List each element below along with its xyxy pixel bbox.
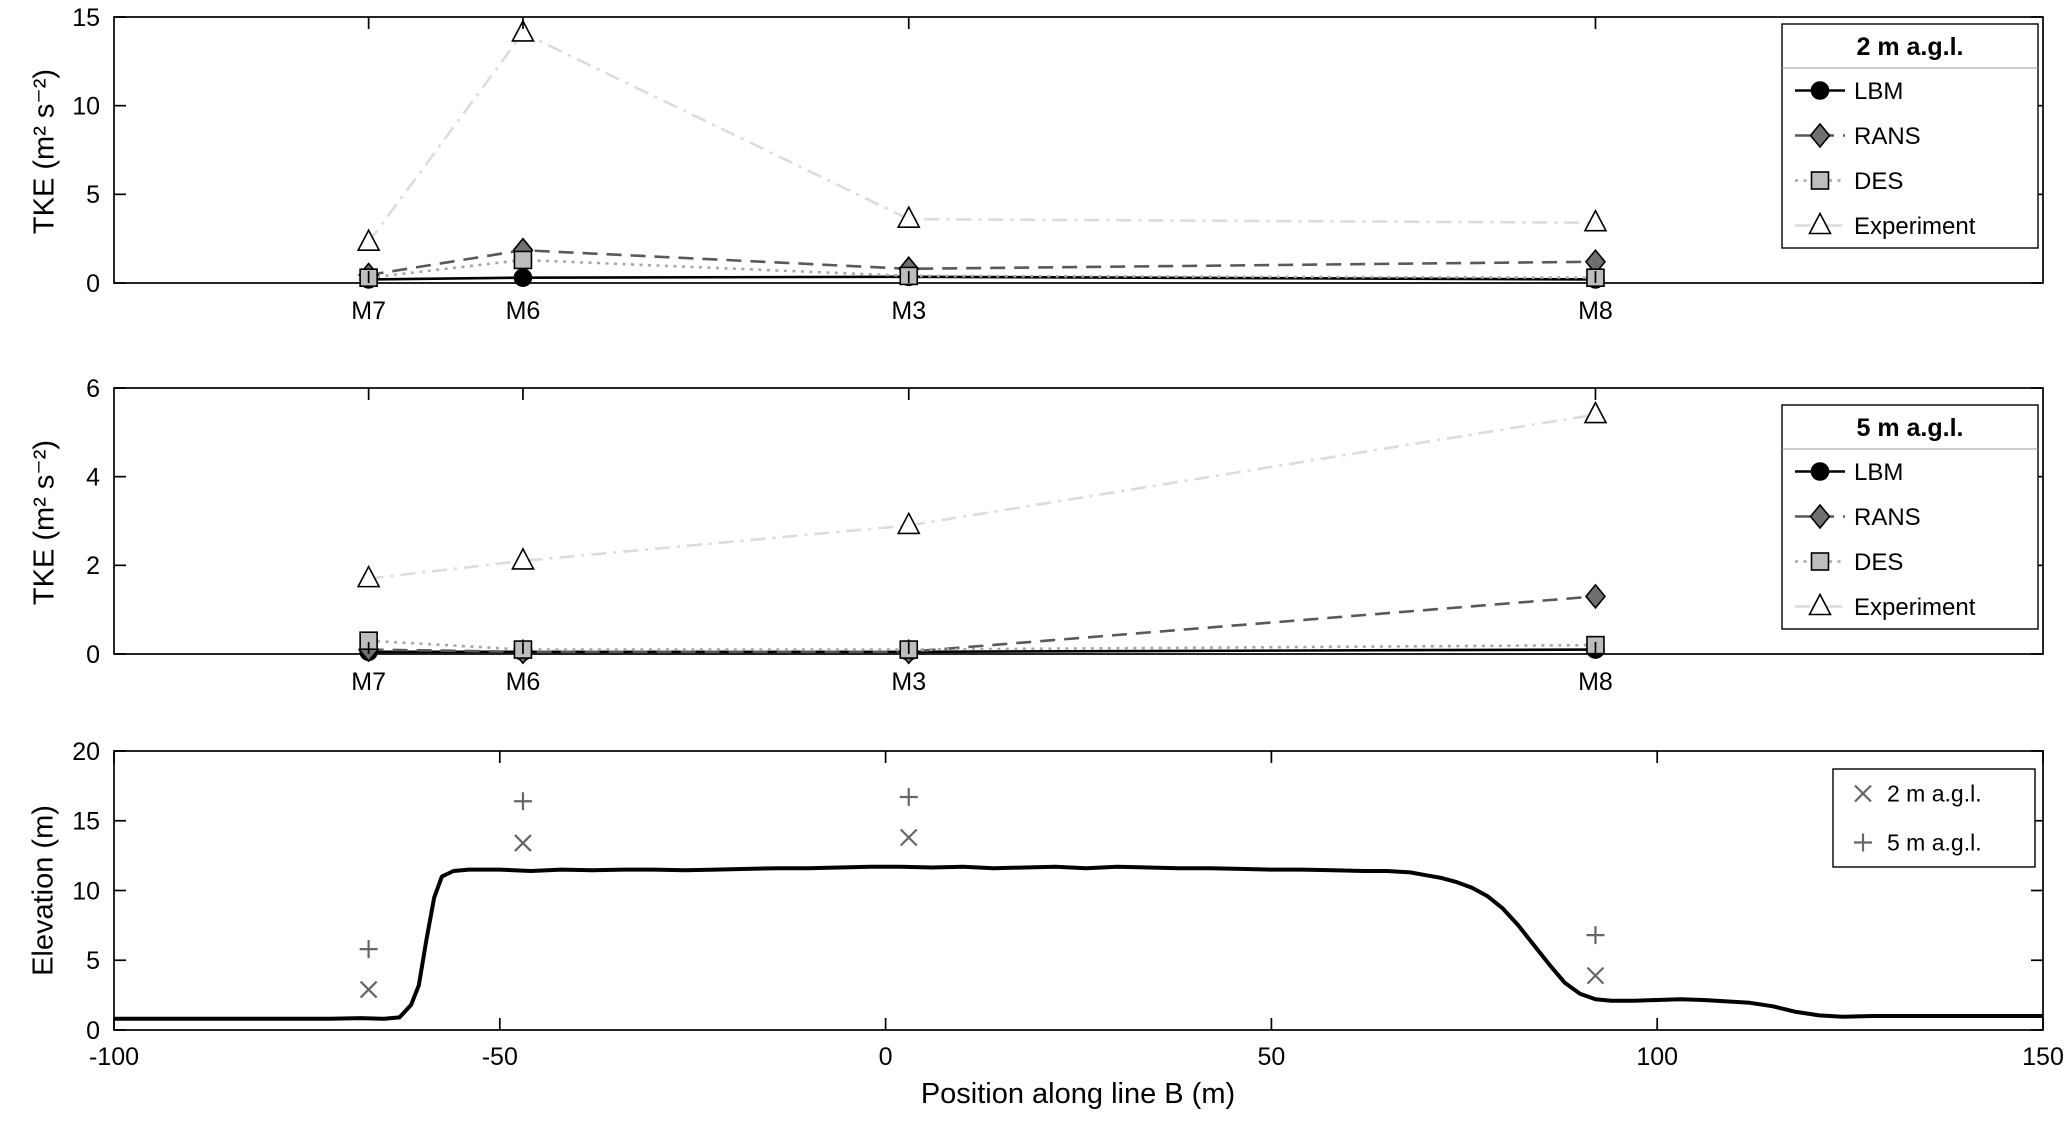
mast-label: M8 bbox=[1578, 297, 1613, 325]
legend-entry-label: RANS bbox=[1854, 123, 1921, 150]
x-tick-label: 50 bbox=[1257, 1043, 1285, 1071]
legend-entry-label: 5 m a.g.l. bbox=[1887, 830, 1982, 856]
x-tick-label: 100 bbox=[1636, 1043, 1678, 1071]
axes-box-tke-2magl bbox=[113, 16, 2044, 284]
y-tick-label: 10 bbox=[72, 92, 100, 120]
y-tick-label: 6 bbox=[86, 375, 100, 403]
mast-label: M6 bbox=[506, 668, 541, 696]
x-tick-label: -100 bbox=[89, 1043, 139, 1071]
mast-label: M8 bbox=[1578, 668, 1613, 696]
axes-box-tke-5magl bbox=[113, 387, 2044, 655]
legend-entry-label: 2 m a.g.l. bbox=[1887, 781, 1982, 807]
y-tick-label: 0 bbox=[86, 270, 100, 298]
series-line-lbm bbox=[368, 275, 1596, 281]
marker-experiment bbox=[1583, 208, 1608, 232]
legend-title: 5 m a.g.l. bbox=[1857, 414, 1964, 442]
legend-entry-label: Experiment bbox=[1854, 213, 1976, 240]
legend-entry-label: RANS bbox=[1854, 504, 1921, 531]
mast-marker-x bbox=[899, 828, 918, 847]
legend-entry-label: LBM bbox=[1854, 78, 1903, 105]
legend-sample-marker bbox=[1810, 171, 1830, 190]
legend-sample-marker bbox=[1854, 833, 1872, 852]
marker-experiment bbox=[356, 564, 381, 588]
legend-title: 2 m a.g.l. bbox=[1857, 33, 1964, 61]
legend-sample-marker bbox=[1810, 81, 1830, 100]
y-tick-label: 15 bbox=[72, 808, 100, 836]
legend-box-elevation-profile bbox=[1832, 768, 2036, 868]
marker-experiment bbox=[356, 228, 381, 252]
series-line-des bbox=[368, 258, 1596, 279]
legend-sample-marker bbox=[1808, 592, 1832, 616]
terrain-line bbox=[114, 864, 2043, 1021]
legend-entry-label: DES bbox=[1854, 168, 1903, 195]
legend-sample-marker bbox=[1809, 122, 1831, 149]
mast-label: M7 bbox=[351, 668, 386, 696]
marker-experiment bbox=[1583, 400, 1608, 424]
x-tick-label: 150 bbox=[2022, 1043, 2064, 1071]
legend-sample-marker bbox=[1810, 552, 1830, 571]
mast-label: M6 bbox=[506, 297, 541, 325]
axes-box-elevation-profile bbox=[113, 750, 2044, 1031]
legend-sample-marker bbox=[1808, 211, 1832, 235]
legend-entry-label: Experiment bbox=[1854, 594, 1976, 621]
mast-label: M3 bbox=[891, 297, 926, 325]
mast-marker-plus bbox=[1586, 926, 1605, 945]
legend-entry-label: LBM bbox=[1854, 459, 1903, 486]
marker-rans bbox=[1584, 583, 1607, 610]
series-line-experiment bbox=[368, 413, 1596, 580]
y-tick-label: 0 bbox=[86, 641, 100, 669]
mast-marker-plus bbox=[513, 792, 532, 811]
marker-experiment bbox=[896, 511, 921, 535]
mast-marker-x bbox=[514, 834, 532, 852]
marker-experiment bbox=[896, 205, 921, 228]
legend-entry-label: DES bbox=[1854, 549, 1903, 576]
y-tick-label: 4 bbox=[86, 463, 100, 491]
legend-sample-marker bbox=[1810, 462, 1830, 481]
y-tick-label: 2 bbox=[86, 552, 100, 580]
legend-sample-marker bbox=[1809, 503, 1831, 530]
mast-label: M7 bbox=[351, 297, 386, 325]
y-tick-label: 15 bbox=[72, 4, 100, 32]
x-tick-label: -50 bbox=[482, 1043, 518, 1071]
legend-sample-marker bbox=[1854, 784, 1872, 803]
mast-label: M3 bbox=[891, 668, 926, 696]
mast-marker-plus bbox=[899, 788, 918, 807]
marker-des bbox=[513, 250, 533, 270]
mast-marker-x bbox=[1586, 966, 1605, 985]
y-tick-label: 10 bbox=[72, 877, 100, 905]
series-line-rans bbox=[368, 595, 1596, 654]
mast-marker-plus bbox=[359, 940, 378, 959]
marker-experiment bbox=[511, 19, 535, 42]
y-tick-label: 20 bbox=[72, 738, 100, 766]
y-tick-label: 5 bbox=[86, 947, 100, 975]
series-line-des bbox=[368, 639, 1596, 651]
series-line-rans bbox=[368, 248, 1596, 277]
mast-marker-x bbox=[359, 980, 378, 999]
y-tick-label: 0 bbox=[86, 1017, 100, 1045]
marker-experiment bbox=[511, 547, 535, 570]
series-line-experiment bbox=[367, 31, 1596, 243]
y-tick-label: 5 bbox=[86, 181, 100, 209]
x-tick-label: 0 bbox=[879, 1043, 893, 1071]
